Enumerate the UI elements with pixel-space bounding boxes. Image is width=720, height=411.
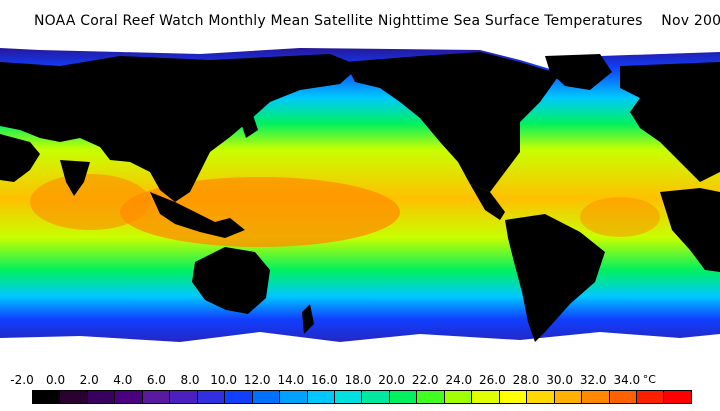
colorbar-swatch xyxy=(389,391,418,403)
colorbar-label: 26.0 xyxy=(479,373,506,387)
central-america xyxy=(470,184,505,220)
colorbar-swatch xyxy=(664,391,691,403)
colorbar-label: 4.0 xyxy=(113,373,133,387)
colorbar-label: 12.0 xyxy=(243,373,271,387)
south-america xyxy=(505,214,605,342)
colorbar-label: 20.0 xyxy=(378,373,405,387)
colorbar-swatch xyxy=(472,391,500,403)
colorbar-swatch xyxy=(142,391,171,403)
indian-ocean-warm-pool xyxy=(30,174,150,230)
atlantic-warm-pool xyxy=(580,197,660,237)
colorbar-swatch xyxy=(444,391,473,403)
colorbar-swatch xyxy=(225,391,253,403)
africa-west xyxy=(660,188,720,272)
colorbar-label: 22.0 xyxy=(411,373,439,387)
colorbar-label: 18.0 xyxy=(344,373,372,387)
colorbar-label: 10.0 xyxy=(210,373,237,387)
greenland xyxy=(545,54,612,90)
colorbar-swatch xyxy=(115,391,143,403)
new-zealand xyxy=(302,304,314,334)
africa-east-edge xyxy=(0,134,40,182)
eurasia xyxy=(0,54,360,202)
colorbar-label: 32.0 xyxy=(579,373,607,387)
indonesia xyxy=(150,192,245,238)
land-masses xyxy=(0,52,720,342)
australia xyxy=(192,247,270,314)
colorbar-label: 30.0 xyxy=(546,373,573,387)
colorbar-labels: -2.0 0.0 2.0 4.0 6.0 8.0 10.0 12.0 14.0 16.0 18.0 2… xyxy=(0,373,720,389)
west-pacific-warm-pool xyxy=(120,177,400,247)
map-title: NOAA Coral Reef Watch Monthly Mean Satel… xyxy=(0,13,720,29)
colorbar xyxy=(32,390,692,404)
colorbar-label: 0.0 xyxy=(46,373,66,387)
colorbar-swatch xyxy=(334,391,363,403)
title-date: Nov 2006 xyxy=(661,13,720,29)
colorbar-swatch xyxy=(87,391,116,403)
japan xyxy=(240,112,258,138)
colorbar-swatch xyxy=(170,391,198,403)
title-text: NOAA Coral Reef Watch Monthly Mean Satel… xyxy=(34,13,643,29)
colorbar-label: 2.0 xyxy=(79,373,99,387)
colorbar-swatch xyxy=(636,391,665,403)
europe-africa-west xyxy=(620,62,720,182)
india xyxy=(60,160,90,196)
colorbar-swatch xyxy=(252,391,281,403)
colorbar-label: 8.0 xyxy=(180,373,200,387)
colorbar-swatch xyxy=(362,391,390,403)
colorbar-unit: °C xyxy=(642,373,656,386)
colorbar-label: 16.0 xyxy=(311,373,338,387)
colorbar-swatch xyxy=(554,391,583,403)
colorbar-swatch xyxy=(33,391,61,403)
colorbar-label: 6.0 xyxy=(146,373,166,387)
colorbar-swatch xyxy=(60,391,88,403)
colorbar-label: 28.0 xyxy=(512,373,540,387)
north-america xyxy=(345,52,560,192)
sea-ice xyxy=(0,42,720,368)
colorbar-swatch xyxy=(582,391,610,403)
colorbar-swatch xyxy=(417,391,445,403)
colorbar-swatch xyxy=(609,391,637,403)
antarctic-ice xyxy=(0,332,720,368)
colorbar-swatch xyxy=(527,391,555,403)
colorbar-swatch xyxy=(197,391,226,403)
sst-map-canvas xyxy=(0,42,720,368)
colorbar-swatch xyxy=(280,391,308,403)
colorbar-label: -2.0 xyxy=(10,373,34,387)
colorbar-swatch xyxy=(499,391,528,403)
colorbar-label: 24.0 xyxy=(445,373,473,387)
arctic-ice xyxy=(0,42,720,72)
colorbar-label: 34.0 xyxy=(613,373,641,387)
sst-map xyxy=(0,42,720,368)
colorbar-swatch xyxy=(307,391,335,403)
colorbar-label: 14.0 xyxy=(277,373,305,387)
